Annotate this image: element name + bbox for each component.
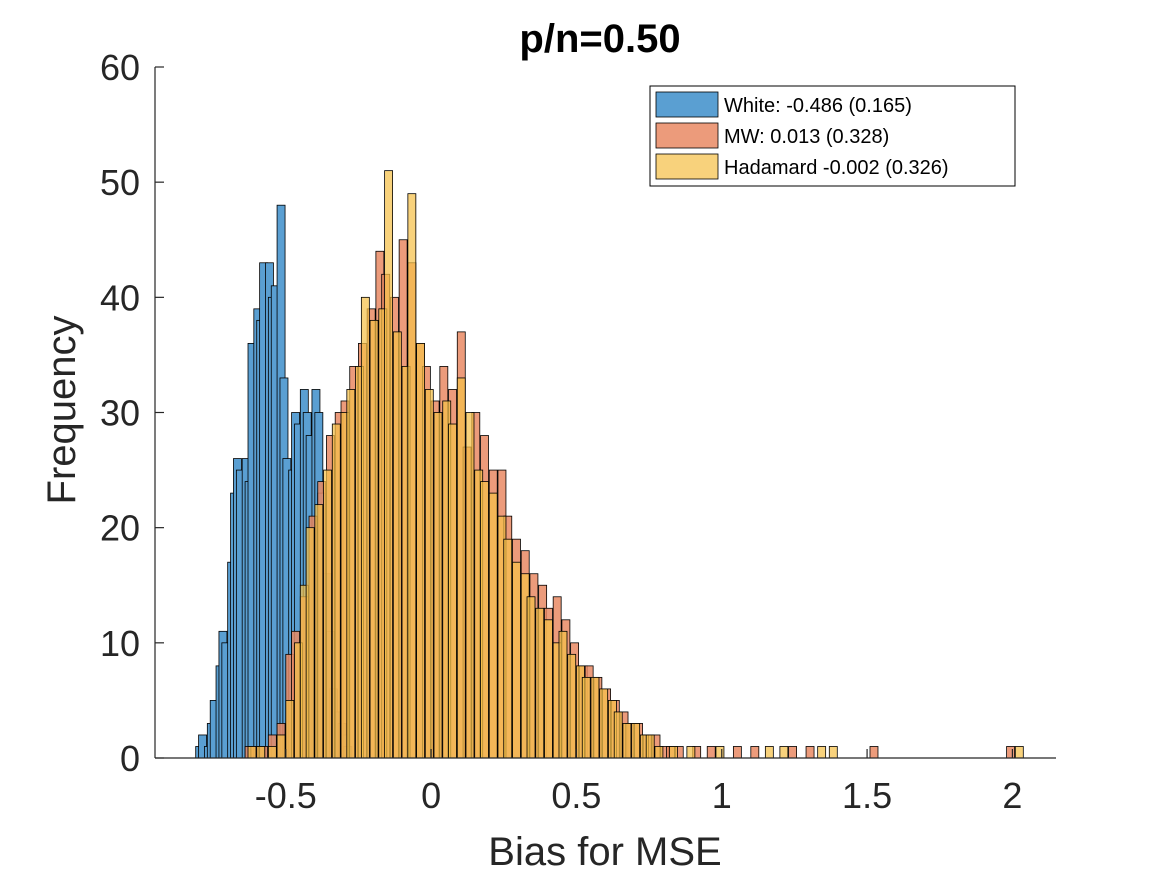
bar-hadamard — [448, 423, 457, 759]
bar-hadamard — [433, 412, 443, 759]
bar-hadamard — [323, 469, 332, 759]
bar-hadamard — [384, 170, 393, 759]
bar-hadamard — [392, 331, 402, 759]
y-tick-label: 0 — [120, 738, 140, 779]
bar-hadamard — [715, 746, 725, 759]
bar-hadamard — [488, 492, 498, 759]
legend-swatch — [655, 153, 719, 180]
legend-item-hadamard: Hadamard -0.002 (0.326) — [655, 153, 949, 180]
bar-mw — [750, 746, 760, 759]
bar-hadamard — [407, 193, 417, 759]
bar-hadamard — [276, 734, 286, 759]
x-axis-label: Bias for MSE — [488, 830, 721, 874]
bar-hadamard — [267, 746, 277, 759]
legend: White: -0.486 (0.165) MW: 0.013 (0.328) Ha… — [649, 85, 1016, 187]
bar-hadamard — [247, 746, 257, 759]
series-hadamard — [247, 170, 1024, 759]
x-tick-label: 2 — [1002, 775, 1022, 816]
bar-hadamard — [645, 734, 655, 759]
bar-hadamard — [779, 746, 789, 759]
legend-label: MW: 0.013 (0.328) — [724, 126, 889, 148]
bar-hadamard — [331, 423, 341, 759]
bar-hadamard — [686, 746, 696, 759]
bar-hadamard — [590, 676, 600, 759]
bar-hadamard — [465, 412, 475, 759]
bar-hadamard — [416, 342, 425, 759]
y-tick-label: 30 — [100, 393, 140, 434]
bar-hadamard — [669, 746, 678, 759]
bar-hadamard — [503, 538, 513, 759]
y-tick-label: 50 — [100, 162, 140, 203]
y-tick-label: 40 — [100, 277, 140, 318]
chart-title: p/n=0.50 — [519, 17, 680, 61]
bar-hadamard — [654, 746, 664, 759]
bar-hadamard — [599, 688, 609, 759]
bar-hadamard — [424, 389, 434, 759]
bar-hadamard — [526, 596, 536, 759]
bar-hadamard — [631, 723, 641, 759]
x-tick-label: -0.5 — [255, 775, 317, 816]
bar-mw — [732, 746, 742, 759]
bar-hadamard — [369, 319, 379, 759]
bar-hadamard — [346, 389, 356, 759]
bar-mw — [1006, 746, 1015, 759]
bar-hadamard — [305, 527, 315, 759]
bar-hadamard — [256, 746, 266, 759]
bar-mw — [788, 746, 797, 759]
bar-hadamard — [456, 377, 466, 759]
bar-mw — [706, 746, 716, 759]
x-tick-label: 0.5 — [551, 775, 601, 816]
legend-swatch — [655, 122, 719, 149]
y-tick-label: 20 — [100, 508, 140, 549]
bar-hadamard — [314, 504, 324, 759]
legend-item-white: White: -0.486 (0.165) — [655, 91, 912, 118]
x-tick-label: 1 — [712, 775, 732, 816]
legend-label: White: -0.486 (0.165) — [724, 95, 912, 117]
bar-hadamard — [613, 711, 623, 759]
legend-swatch — [655, 91, 719, 118]
bar-mw — [869, 746, 879, 759]
bar-hadamard — [285, 700, 295, 759]
bar-hadamard — [544, 619, 553, 759]
legend-item-mw: MW: 0.013 (0.328) — [655, 122, 889, 149]
bar-hadamard — [1014, 746, 1024, 759]
y-tick-label: 60 — [100, 47, 140, 88]
x-tick-label: 0 — [421, 775, 441, 816]
x-tick-label: 1.5 — [842, 775, 892, 816]
legend-label: Hadamard -0.002 (0.326) — [724, 157, 949, 179]
bar-hadamard — [480, 481, 489, 759]
bar-mw — [805, 746, 815, 759]
bar-hadamard — [581, 676, 591, 759]
bar-hadamard — [817, 746, 827, 759]
bar-hadamard — [567, 653, 577, 759]
bar-hadamard — [828, 746, 838, 759]
bar-hadamard — [360, 296, 370, 759]
y-tick-label: 10 — [100, 623, 140, 664]
y-axis-label: Frequency — [40, 316, 84, 505]
bar-hadamard — [622, 723, 632, 759]
bar-hadamard — [558, 630, 568, 759]
bar-hadamard — [764, 746, 774, 759]
bar-hadamard — [512, 561, 521, 759]
bar-hadamard — [535, 607, 545, 759]
